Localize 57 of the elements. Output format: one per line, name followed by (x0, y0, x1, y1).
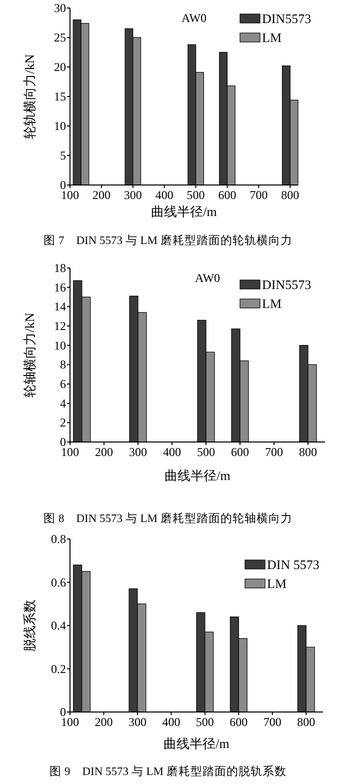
y-tick-label: 4 (60, 396, 66, 410)
y-tick-label: 0.8 (51, 532, 66, 546)
x-tick-label: 500 (197, 445, 215, 459)
annotation: AW0 (181, 11, 207, 25)
x-tick-label: 300 (128, 715, 146, 729)
x-tick-label: 700 (263, 715, 282, 729)
y-tick-label: 5 (60, 148, 66, 162)
legend-label: DIN5573 (262, 277, 312, 292)
y-tick-label: 10 (54, 338, 66, 352)
x-tick-label: 800 (281, 188, 300, 202)
y-tick-label: 0.6 (51, 575, 66, 590)
y-tick-label: 16 (54, 280, 66, 294)
legend-label: LM (262, 296, 282, 311)
y-tick-label: 20 (54, 60, 66, 74)
x-tick-label: 700 (250, 188, 268, 202)
y-tick-label: 15 (54, 90, 66, 104)
legend-label: LM (267, 576, 287, 591)
annotation: AW0 (194, 271, 220, 285)
x-tick-label: 500 (196, 715, 214, 729)
y-tick-label: 0.4 (51, 618, 66, 632)
legend-label: LM (262, 30, 282, 45)
text: 图 8 DIN 5573 与 LM 磨耗型踏面的轮轴横向力 (44, 511, 292, 525)
x-tick-label: 400 (162, 715, 180, 729)
legend-label: DIN5573 (262, 11, 312, 26)
x-tick-label: 600 (231, 445, 249, 459)
y-tick-label: 30 (54, 1, 66, 15)
x-tick-label: 200 (94, 715, 113, 729)
x-tick-label: 300 (129, 445, 147, 459)
y-tick-label: 0.2 (51, 662, 66, 676)
x-tick-label: 800 (297, 715, 316, 729)
y-tick-label: 2 (60, 416, 66, 430)
y-axis-title: 轮轴横向力/kN (22, 312, 37, 398)
x-tick-label: 200 (95, 445, 113, 459)
x-tick-label: 600 (218, 188, 236, 202)
y-axis-title: 脱线系数 (22, 600, 37, 652)
x-axis-title: 曲线半径/m (164, 736, 230, 751)
y-tick-label: 6 (60, 377, 66, 391)
x-tick-label: 500 (186, 188, 205, 202)
y-tick-label: 8 (60, 358, 66, 372)
x-tick-label: 300 (124, 188, 142, 202)
x-axis-title: 曲线半径/m (151, 204, 217, 219)
x-tick-label: 600 (230, 715, 248, 729)
y-tick-label: 18 (54, 261, 66, 275)
x-tick-label: 800 (299, 445, 317, 459)
x-tick-label: 400 (163, 445, 181, 459)
y-tick-label: 12 (54, 319, 66, 333)
y-tick-label: 14 (54, 300, 66, 314)
x-tick-label: 200 (92, 188, 110, 202)
y-tick-label: 25 (54, 30, 66, 44)
y-tick-label: 10 (54, 119, 66, 133)
x-axis-title: 曲线半径/m (164, 468, 230, 483)
y-axis-title: 轮轨横向力/kN (22, 54, 37, 139)
text: 图 7 DIN 5573 与 LM 磨耗型踏面的轮轨横向力 (44, 233, 292, 247)
legend-label: DIN 5573 (267, 557, 320, 572)
x-tick-label: 400 (155, 188, 174, 202)
x-tick-label: 700 (265, 445, 283, 459)
text: 图 9 DIN 5573 与 LM 磨耗型踏面的脱轨系数 (50, 764, 286, 778)
